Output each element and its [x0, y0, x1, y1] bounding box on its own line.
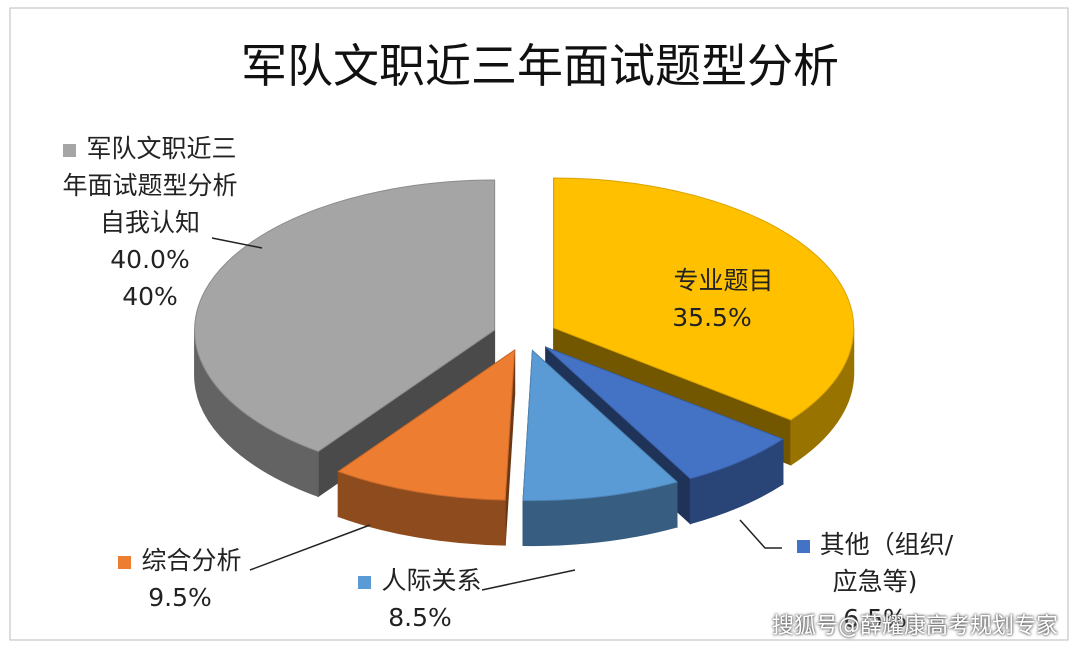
- value-label: 6.5%: [843, 604, 907, 633]
- slice: [337, 349, 516, 501]
- legend-swatch: [796, 539, 810, 553]
- value-label: 35.5%: [672, 303, 752, 332]
- annotation: 40%: [122, 282, 178, 311]
- category-label: 综合分析: [141, 546, 242, 575]
- legend-swatch: [358, 575, 372, 589]
- slice: [522, 349, 679, 502]
- leader-lines: [211, 237, 782, 591]
- chart-title: 军队文职近三年面试题型分析: [241, 39, 839, 93]
- label: 专业题目 35.5%: [622, 262, 802, 336]
- slice: [194, 179, 496, 452]
- frame: [9, 7, 1069, 641]
- category-label: 其他（组织/应急等): [819, 530, 954, 596]
- category-label: 自我认知: [99, 208, 200, 237]
- value-label: 40.0%: [110, 245, 190, 274]
- value-label: 8.5%: [388, 603, 452, 632]
- label: 人际关系 8.5%: [325, 562, 515, 636]
- slice: [553, 177, 855, 421]
- series-name: 军队文职近三年面试题型分析: [62, 134, 238, 200]
- legend-swatch: [118, 555, 132, 569]
- category-label: 人际关系: [381, 566, 482, 595]
- value-label: 9.5%: [148, 583, 212, 612]
- slice: [545, 346, 784, 480]
- watermark: 搜狐号@薛耀康高考规划专家: [771, 614, 1058, 639]
- legend-swatch: [650, 275, 664, 289]
- label: 军队文职近三年面试题型分析 自我认知 40.0% 40%: [62, 130, 238, 315]
- pie: [194, 177, 855, 547]
- label: 综合分析 9.5%: [85, 542, 275, 616]
- category-label: 专业题目: [673, 266, 774, 295]
- legend-swatch: [63, 143, 77, 157]
- label: 其他（组织/应急等) 6.5%: [785, 526, 965, 637]
